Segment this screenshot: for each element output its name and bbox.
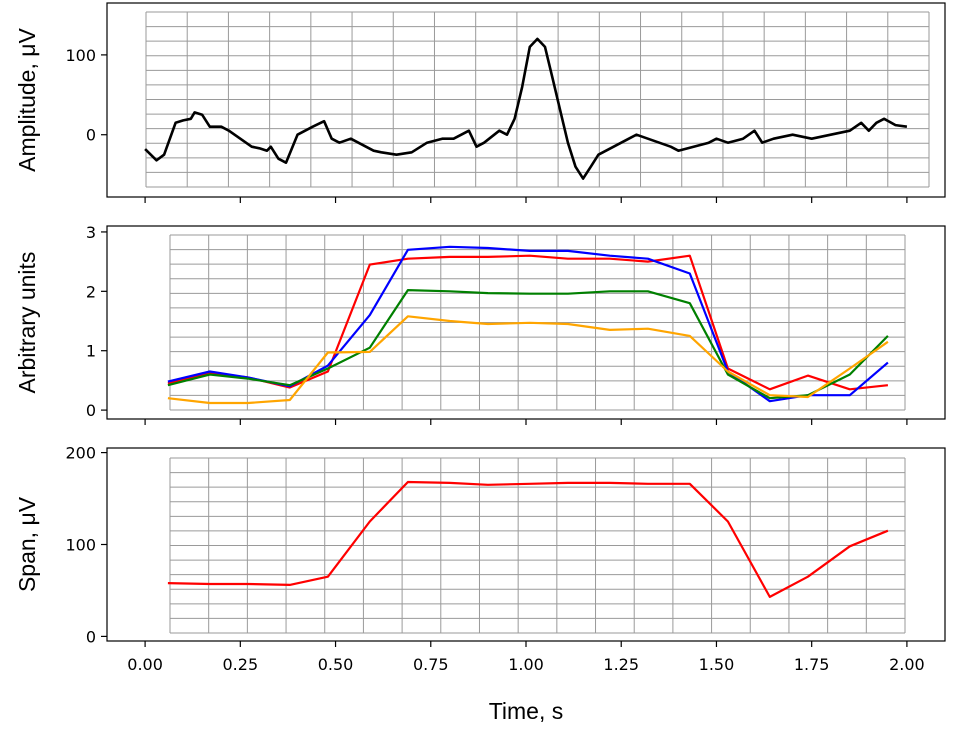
x-tick-label: 0.75 (413, 655, 449, 674)
chart-panel-3: 0 100 200 0.00 0.25 0.50 0.75 1.00 1.25 1.50 1.75 2… (14, 444, 946, 724)
y-tick-label: 2 (86, 282, 96, 301)
series-line-1 (167, 480, 889, 598)
chart-panel-2: 0 1 2 3 Arbitrary units (14, 223, 946, 425)
x-tick-label: 1.00 (508, 655, 544, 674)
axes-frame (106, 447, 946, 642)
grid (169, 234, 906, 411)
x-tick-label: 0.50 (318, 655, 354, 674)
y-tick-label: 1 (86, 342, 96, 361)
y-axis-label: Span, μV (14, 496, 40, 592)
x-tick-label: 2.00 (889, 655, 925, 674)
y-tick-label: 0 (86, 126, 96, 145)
x-tick-label: 0.00 (127, 655, 163, 674)
series-line-1 (167, 254, 889, 391)
series-line-4 (167, 315, 889, 405)
y-tick-label: 0 (86, 401, 96, 420)
x-tick-label: 1.50 (699, 655, 735, 674)
series-line-3 (167, 289, 889, 400)
x-axis-label: Time, s (489, 698, 564, 724)
y-tick-label: 100 (65, 46, 96, 65)
y-tick-label: 3 (86, 223, 96, 242)
y-axis-label: Amplitude, μV (14, 28, 40, 172)
y-tick-label: 0 (86, 627, 96, 646)
x-tick-label: 0.25 (223, 655, 259, 674)
y-tick-label: 200 (65, 444, 96, 463)
grid (169, 457, 906, 634)
chart-panel-1: 0 100 Amplitude, μV (14, 2, 946, 203)
y-tick-label: 100 (65, 536, 96, 555)
x-tick-label: 1.25 (603, 655, 639, 674)
series-line-2 (167, 245, 889, 403)
x-tick-label: 1.75 (794, 655, 830, 674)
series-line-1 (144, 37, 908, 180)
y-axis-label: Arbitrary units (14, 252, 40, 394)
